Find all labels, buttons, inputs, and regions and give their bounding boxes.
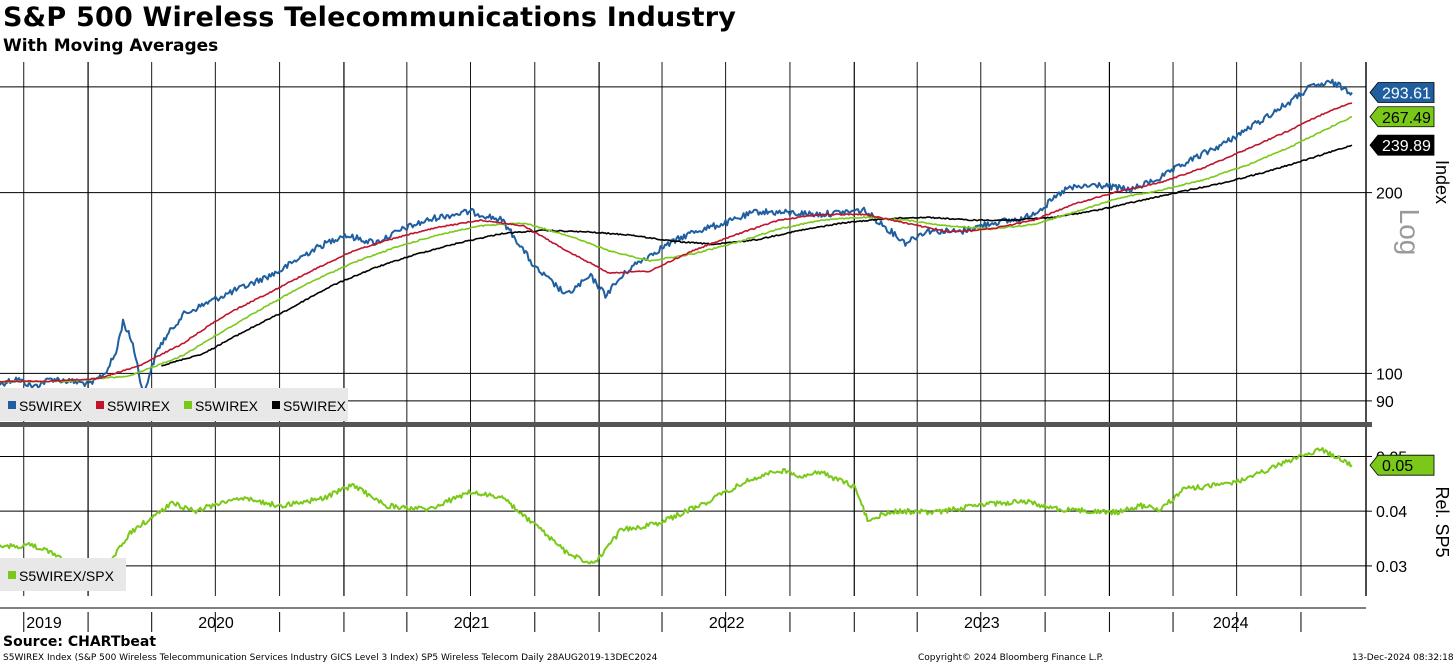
legend-swatch [96,401,104,409]
log-scale-label: Log [1394,209,1425,256]
x-tick-label: 2021 [454,615,490,632]
legend-upper: S5WIREX S5WIREX S5WIREX S5WIREX [0,388,348,421]
series-line-ma-black [161,144,1353,367]
chart-title: S&P 500 Wireless Telecommunications Indu… [3,2,737,33]
lower-series [0,447,1353,570]
legend-swatch [8,401,16,409]
legend-background [0,388,348,421]
value-tag-box [1369,454,1435,476]
y-tick-label: 0.03 [1376,559,1407,576]
x-tick-label: 2020 [198,615,234,632]
y-tick-label: 100 [1376,366,1403,383]
value-tag-text: 293.61 [1382,85,1431,102]
legend-swatch [184,401,192,409]
x-tick-label: 2022 [709,615,745,632]
y-tick-label: 90 [1376,394,1394,411]
legend-background [0,558,126,591]
x-tick-label: 2024 [1213,615,1249,632]
value-tag-box [1369,106,1435,128]
legend-lower: S5WIREX/SPX [0,558,126,591]
x-axis: 2019 2020 2021 2022 2023 2024 [26,615,1248,632]
value-tag-box [1369,82,1435,103]
value-tag-text: 0.05 [1382,458,1413,475]
value-tag-text: 267.49 [1382,110,1431,127]
series-line-ma-red [0,102,1353,383]
series-line-relative [0,447,1353,570]
upper-axis-label: Index [1432,160,1452,204]
grid [0,62,1366,632]
legend-swatch [8,571,16,579]
panel-divider [0,422,1372,427]
legend-swatch [272,401,280,409]
timestamp: 13-Dec-2024 08:32:18 [1352,653,1454,663]
copyright-note: Copyright© 2024 Bloomberg Finance L.P. [918,653,1104,663]
index-description: S5WIREX Index (S&P 500 Wireless Telecomm… [3,653,658,663]
x-tick-label: 2019 [26,615,62,632]
series-line-ma-green [0,116,1353,383]
legend-label: S5WIREX [283,398,347,414]
upper-series [0,78,1353,395]
series-line-price [0,78,1353,395]
value-tag-box [1369,134,1435,156]
y-tick-label: 200 [1376,186,1403,203]
value-labels: 293.61 267.49 239.89 0.05 [1369,82,1435,476]
x-tick-label: 2023 [964,615,1000,632]
value-tag-text: 239.89 [1382,138,1431,155]
source-note: Source: CHARTbeat [3,634,157,650]
legend-label: S5WIREX [107,398,171,414]
chart-subtitle: With Moving Averages [3,36,219,56]
lower-axis-label: Rel. SP5 [1432,486,1452,557]
legend-label: S5WIREX/SPX [19,568,115,584]
y-tick-label: 0.04 [1376,504,1407,521]
legend-label: S5WIREX [19,398,83,414]
legend-label: S5WIREX [195,398,259,414]
